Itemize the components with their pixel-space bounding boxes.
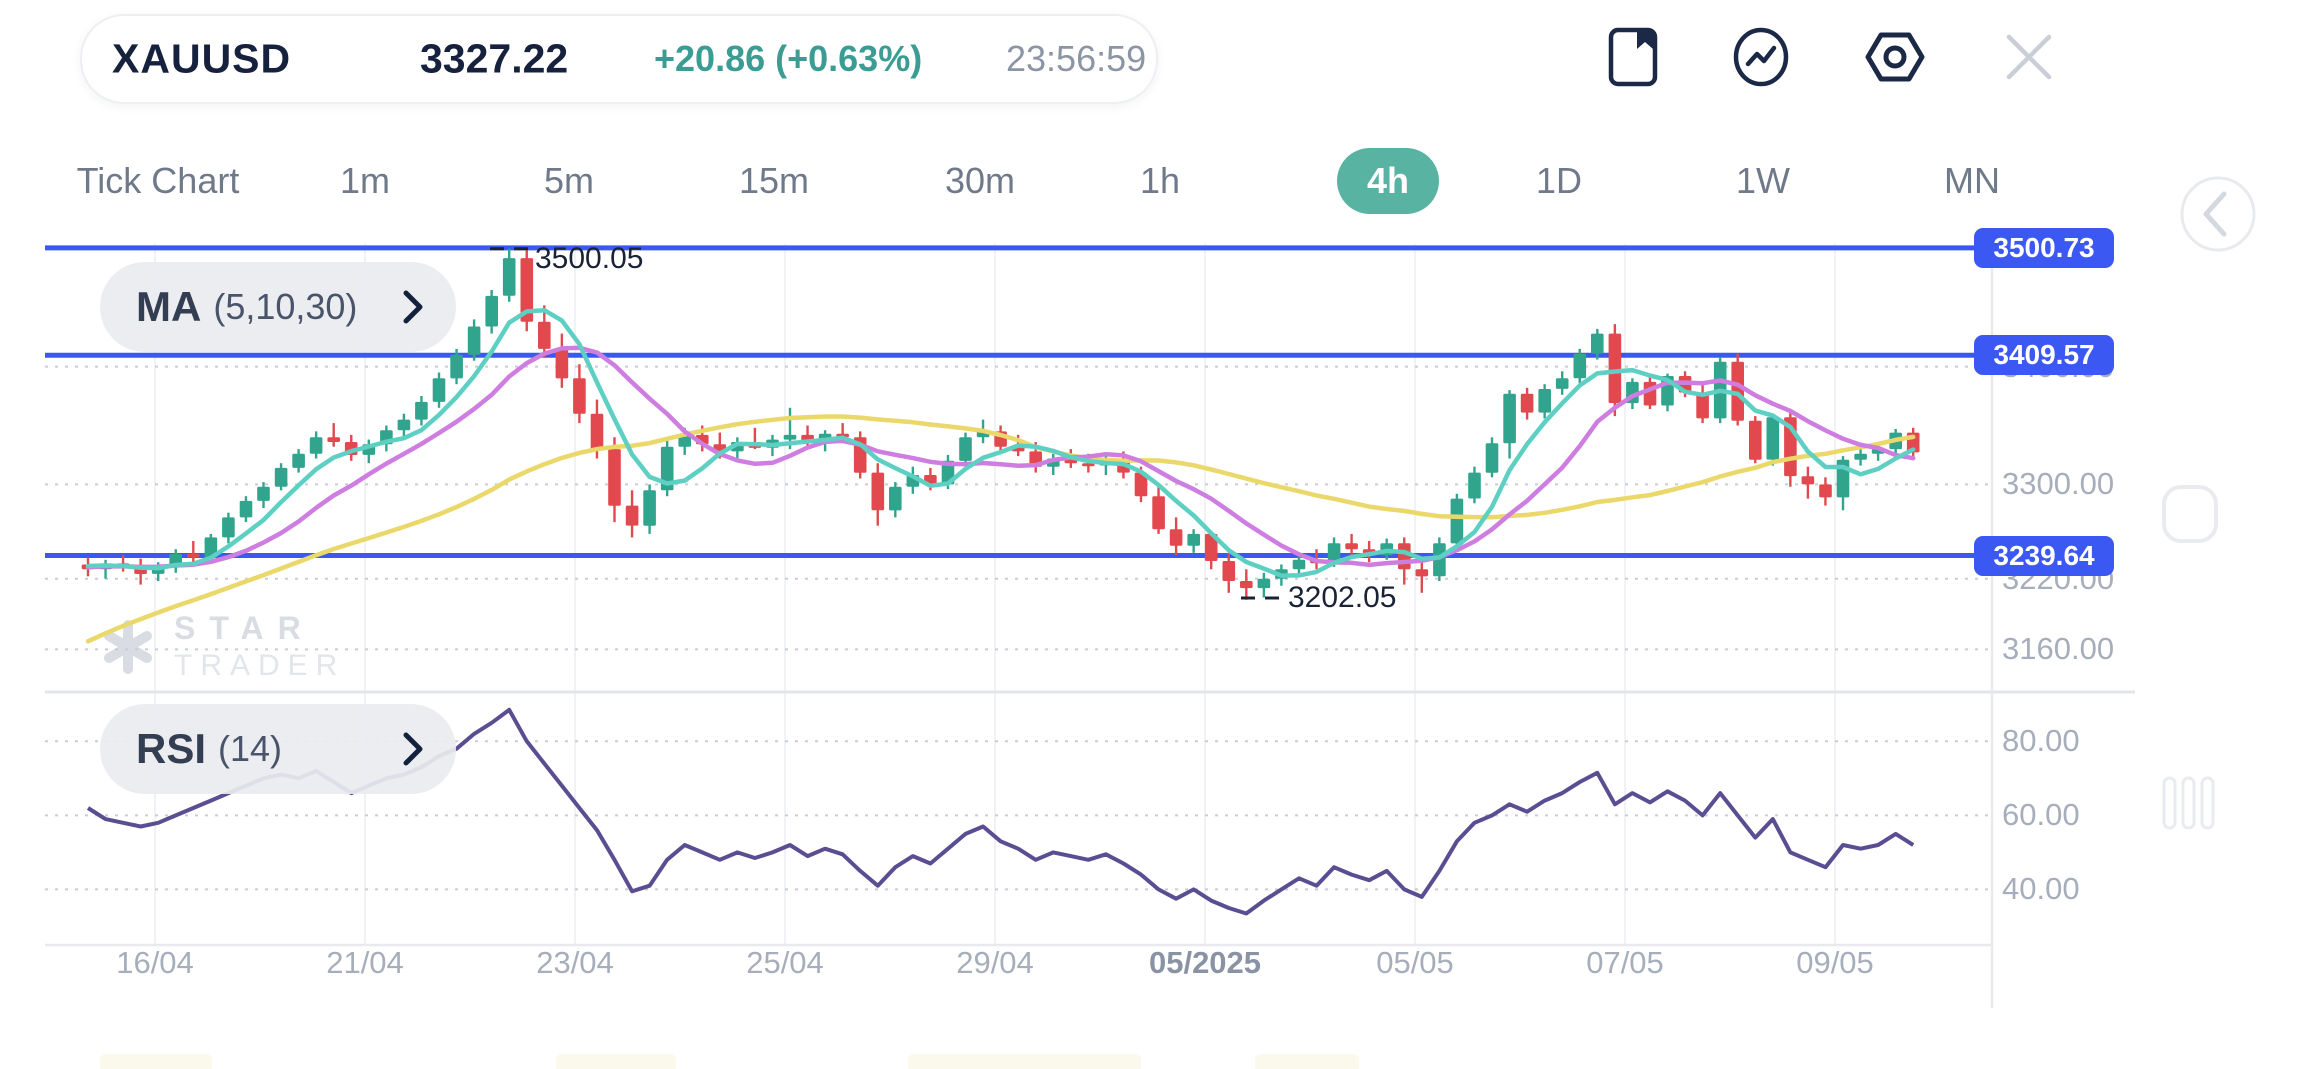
timeframe-tab-1d[interactable]: 1D xyxy=(1535,160,1583,201)
rsi-axis-label: 40.00 xyxy=(2002,871,2080,907)
last-price: 3327.22 xyxy=(420,35,569,82)
quote-time: 23:56:59 xyxy=(1006,38,1147,79)
pulse-chart-icon[interactable] xyxy=(1728,24,1794,90)
price-level-lines[interactable] xyxy=(45,245,1992,558)
date-label: 23/04 xyxy=(536,945,614,980)
timeframe-tab-15m[interactable]: 15m xyxy=(738,160,810,201)
date-label: 07/05 xyxy=(1586,945,1664,980)
date-label: 05/05 xyxy=(1376,945,1454,980)
watermark: STAR TRADER xyxy=(96,610,345,683)
star-logo-icon xyxy=(104,619,152,674)
rsi-indicator-pill[interactable]: RSI (14) xyxy=(100,704,456,794)
rsi-gridlines xyxy=(45,740,1992,891)
annotation-leaders xyxy=(490,247,1286,600)
timeframe-tab-5m[interactable]: 5m xyxy=(543,160,595,201)
frame-tool-button[interactable] xyxy=(2160,483,2222,552)
moving-average-lines xyxy=(85,307,1916,644)
price-alert-badge[interactable]: 3239.64 xyxy=(1974,535,2114,576)
date-label: 25/04 xyxy=(746,945,824,980)
journal-bookmark-icon[interactable] xyxy=(1600,24,1666,90)
timeframe-tab-mn[interactable]: MN xyxy=(1944,160,2000,201)
rsi-params: (14) xyxy=(218,728,283,769)
date-label: 09/05 xyxy=(1796,945,1874,980)
bottom-sheet-peek[interactable] xyxy=(556,1054,676,1069)
rsi-label: RSI xyxy=(136,725,207,772)
date-label: 05/2025 xyxy=(1148,945,1262,980)
bottom-sheet-peek[interactable] xyxy=(908,1054,1141,1069)
timeframe-tab-1w[interactable]: 1W xyxy=(1736,160,1790,201)
price-alert-badge[interactable]: 3409.57 xyxy=(1974,335,2114,376)
chevron-right-icon xyxy=(403,732,423,766)
symbol-name: XAUUSD xyxy=(112,35,292,82)
bottom-sheet-peek[interactable] xyxy=(100,1054,212,1069)
drag-handle-bars-icon[interactable] xyxy=(2160,774,2220,839)
rsi-axis-label: 60.00 xyxy=(2002,797,2080,833)
price-gridlines xyxy=(45,365,1992,651)
bottom-sheet-peek[interactable] xyxy=(1255,1054,1359,1069)
watermark-line1: STAR xyxy=(174,610,315,646)
timeframe-tab-30m[interactable]: 30m xyxy=(944,160,1016,201)
date-label: 16/04 xyxy=(116,945,194,980)
vertical-gridlines xyxy=(154,244,1836,945)
close-icon[interactable] xyxy=(1996,24,2062,90)
ma-params: (5,10,30) xyxy=(213,286,358,327)
collapse-panel-button[interactable] xyxy=(2172,172,2256,261)
price-alert-badge[interactable]: 3500.73 xyxy=(1974,227,2114,268)
timeframe-tab-1h[interactable]: 1h xyxy=(1139,160,1181,201)
price-change: +20.86 (+0.63%) xyxy=(654,38,923,79)
timeframe-tab-1m[interactable]: 1m xyxy=(339,160,391,201)
chevron-right-icon xyxy=(403,290,423,324)
rsi-axis-label: 80.00 xyxy=(2002,723,2080,759)
symbol-header-card: XAUUSD 3327.22 +20.86 (+0.63%) 23:56:59 xyxy=(80,14,1158,104)
date-label: 29/04 xyxy=(956,945,1034,980)
ma-label: MA xyxy=(136,283,202,330)
price-axis-label: 3160.00 xyxy=(2002,631,2115,667)
date-label: 21/04 xyxy=(326,945,404,980)
price-axis-label: 3300.00 xyxy=(2002,466,2115,502)
timeframe-tab-4h[interactable]: 4h xyxy=(1336,148,1440,214)
timeframe-tab-tick-chart[interactable]: Tick Chart xyxy=(76,160,240,201)
settings-hexagon-icon[interactable] xyxy=(1862,24,1928,90)
low-annotation: 3202.05 xyxy=(1288,581,1397,614)
high-annotation: 3500.05 xyxy=(535,242,644,275)
watermark-line2: TRADER xyxy=(174,649,346,682)
ma-indicator-pill[interactable]: MA (5,10,30) xyxy=(100,262,456,352)
